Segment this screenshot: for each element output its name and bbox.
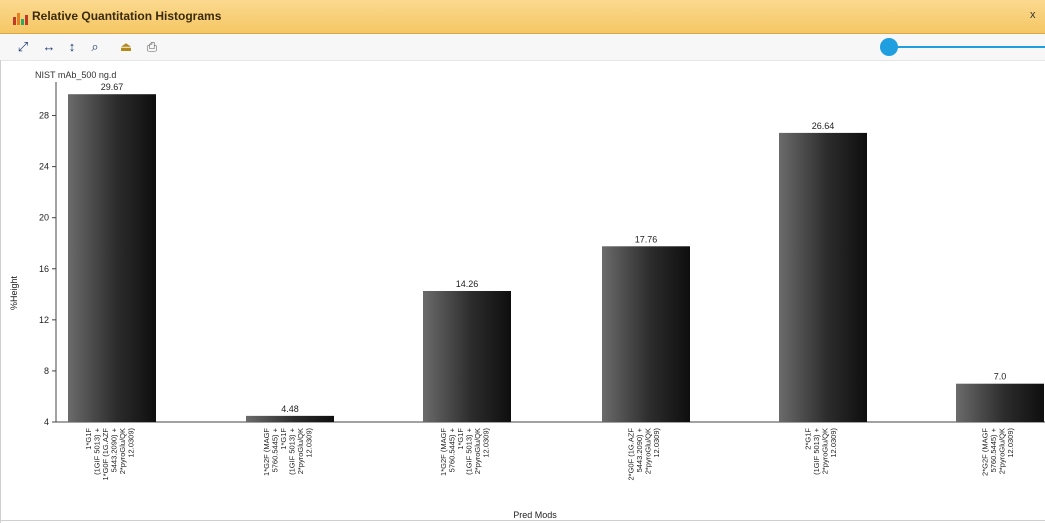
x-category-label-line: 2*pyroGlu/QK (643, 428, 652, 474)
x-category-label-line: 12.0309) (126, 427, 135, 457)
frame-bottom-border (0, 520, 1045, 521)
x-category-label: 2*G0F (1G.AZF 5443.2090) +2*pyroGlu/QK 12.… (626, 427, 661, 480)
x-category-label-line: 1*G0F (1G.AZF (101, 428, 110, 481)
x-category-label-line: 5443.2090) + (109, 427, 118, 472)
fit-vertical-icon[interactable]: ↕ (68, 39, 76, 54)
x-category-label-line: 2*pyroGlu/QK (997, 428, 1006, 474)
x-category-label-line: 1*G2F (MAGF (262, 428, 271, 476)
window-titlebar: Relative Quantitation Histograms x (0, 0, 1045, 34)
y-tick-label: 28 (39, 111, 49, 121)
x-category-label-line: 1*G1F (84, 428, 93, 450)
y-tick-label: 12 (39, 315, 49, 325)
x-category-label-line: 12.0309) (304, 427, 313, 457)
callout-line (890, 46, 1045, 48)
bar[interactable] (779, 132, 867, 423)
zoom-icon[interactable]: ⌕ (91, 39, 99, 54)
y-tick-label: 4 (44, 417, 49, 427)
x-category-label-line: 12.0309) (652, 427, 661, 457)
bar-value-label: 4.48 (281, 404, 299, 414)
x-category-label: 2*G1F (1GIF 5013) +2*pyroGlu/QK 12.0309) (803, 427, 838, 475)
expand-icon[interactable]: ⤢ (17, 39, 29, 54)
x-category-label-line: 5760.5445) + (989, 427, 998, 472)
x-category-label-line: 2*G2F (MAGF (980, 428, 989, 476)
bar-value-label: 17.76 (635, 234, 658, 244)
x-category-label-line: 12.0309) (481, 427, 490, 457)
window-title: Relative Quantitation Histograms (32, 9, 222, 23)
y-tick-label: 16 (39, 264, 49, 274)
x-category-label: 1*G1F (1GIF 5013) +1*G0F (1G.AZF 5443.2090… (84, 427, 136, 480)
bar[interactable] (956, 383, 1044, 422)
fit-horizontal-icon[interactable]: ↔ (42, 39, 56, 54)
x-category-label-line: (1GIF 5013) + (287, 427, 296, 475)
chart-title: NIST mAb_500 ng.d (35, 70, 117, 80)
x-category-label-line: 5760.5445) + (447, 427, 456, 472)
x-category-label-line: 2*pyroGlu/QK (473, 428, 482, 474)
x-category-label-line: 5760.5445) + (270, 427, 279, 472)
y-axis-title: %Height (9, 275, 19, 310)
x-category-label: 1*G2F (MAGF 5760.5445) +1*G1F (1GIF 5013) … (439, 427, 491, 476)
x-category-label-line: 1*G1F (456, 428, 465, 450)
x-category-label-line: (1GIF 5013) + (812, 427, 821, 475)
toolbar: ⤢ ↔ ↕ ⌕ ⏏ ⎙ (0, 34, 1045, 61)
x-category-label: 2*G2F (MAGF 5760.5445) +2*pyroGlu/QK 12.03… (980, 427, 1015, 476)
histogram-icon (13, 13, 28, 25)
print-icon[interactable]: ⎙ (146, 39, 158, 54)
x-category-label-line: 2*pyroGlu/QK (118, 428, 127, 474)
bar[interactable] (423, 290, 511, 422)
x-category-label-line: (1GIF 5013) + (464, 427, 473, 475)
x-category-label-line: 1*G1F (279, 428, 288, 450)
callout-marker (880, 38, 898, 56)
export-icon[interactable]: ⏏ (119, 39, 133, 54)
x-category-label: 1*G2F (MAGF 5760.5445) +1*G1F (1GIF 5013) … (262, 427, 314, 476)
x-category-label-line: 2*pyroGlu/QK (820, 428, 829, 474)
bar-value-label: 7.0 (994, 372, 1007, 382)
x-category-label-line: 12.0309) (829, 427, 838, 457)
x-category-label-line: (1GIF 5013) + (92, 427, 101, 475)
frame-left-border (0, 60, 1, 523)
bar-value-label: 29.67 (101, 82, 124, 92)
x-category-label-line: 2*G1F (803, 428, 812, 450)
x-axis-title: Pred Mods (513, 510, 557, 520)
x-category-label-line: 5443.2090) + (635, 427, 644, 472)
bar[interactable] (68, 94, 156, 423)
y-tick-label: 20 (39, 213, 49, 223)
x-category-label-line: 2*pyroGlu/QK (296, 428, 305, 474)
x-category-label-line: 2*G0F (1G.AZF (626, 428, 635, 481)
x-category-label-line: 12.0309) (1006, 427, 1015, 457)
y-tick-label: 24 (39, 162, 49, 172)
bar[interactable] (246, 415, 334, 422)
histogram-chart: %Height Pred Mods 4 8 12 16 20 24 28 29.67 1*G1F… (9, 82, 1045, 520)
y-tick-label: 8 (44, 366, 49, 376)
bar[interactable] (602, 246, 690, 422)
bar-value-label: 14.26 (456, 279, 479, 289)
close-button[interactable]: x (1030, 9, 1036, 21)
bar-value-label: 26.64 (812, 121, 835, 131)
x-category-label-line: 1*G2F (MAGF (439, 428, 448, 476)
